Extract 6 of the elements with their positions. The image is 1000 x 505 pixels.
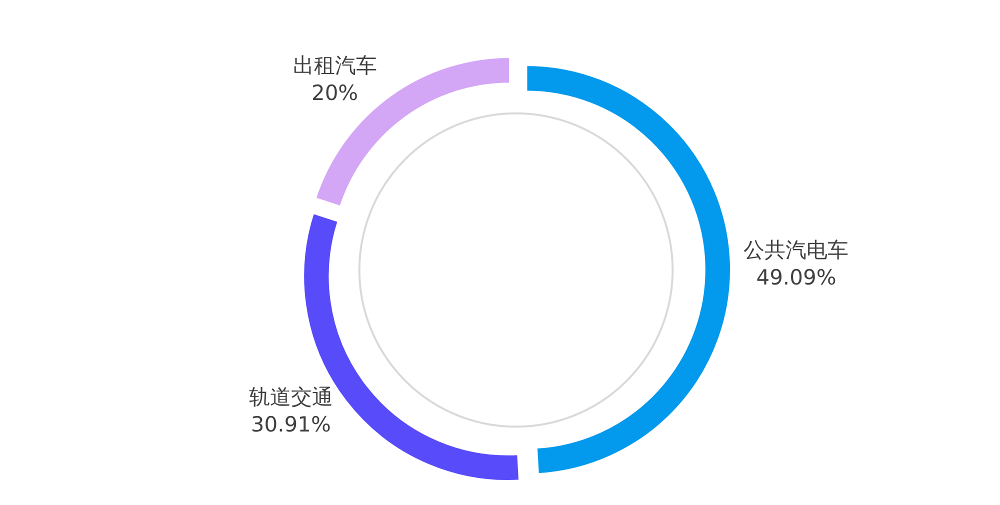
data-label: 20% (311, 80, 358, 105)
slice-label: 出租汽车 (292, 54, 377, 78)
slice-label: 公共汽电车 (744, 238, 849, 262)
data-label: 30.91% (250, 412, 331, 437)
data-label: 49.09% (756, 265, 836, 290)
slice-label: 轨道交通 (248, 385, 333, 410)
